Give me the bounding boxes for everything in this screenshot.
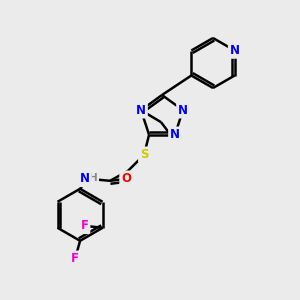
Text: F: F — [81, 219, 88, 232]
Text: N: N — [136, 104, 146, 117]
Text: N: N — [80, 172, 90, 185]
Text: N: N — [178, 104, 188, 117]
Text: N: N — [230, 44, 240, 57]
Text: H: H — [89, 173, 98, 183]
Text: N: N — [170, 128, 180, 141]
Text: S: S — [140, 148, 148, 161]
Text: O: O — [121, 172, 131, 185]
Text: F: F — [71, 252, 79, 265]
